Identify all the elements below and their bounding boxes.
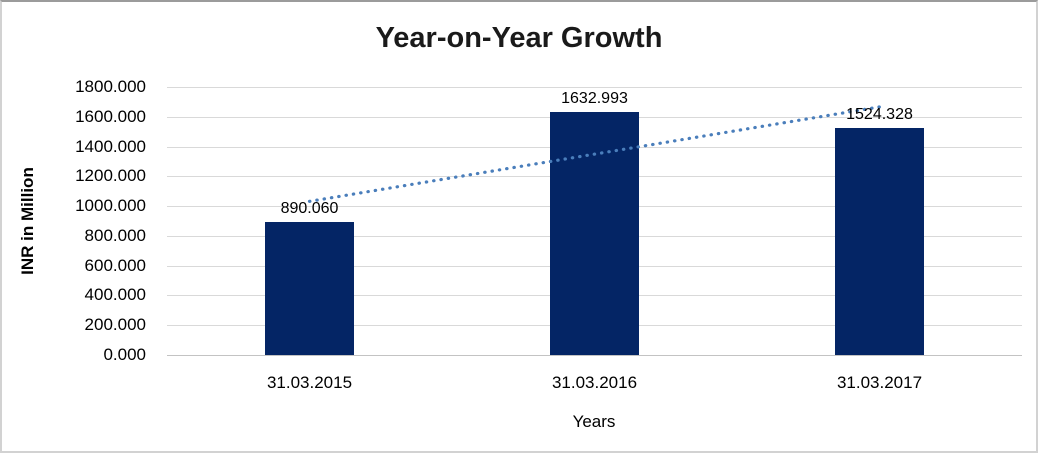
bar-value-label: 890.060: [280, 200, 339, 218]
bar-value-label: 1632.993: [561, 89, 628, 107]
y-axis-tick-label: 1000.000: [75, 196, 146, 216]
plot-area: 890.060 1632.993 1524.328: [167, 87, 1022, 356]
y-axis-tick-label: 1400.000: [75, 136, 146, 156]
y-axis-tick-label: 200.000: [84, 315, 146, 335]
y-axis-tick-label: 0.000: [103, 345, 146, 364]
bar-value-label: 1524.328: [846, 106, 913, 124]
y-axis-tick-label: 1200.000: [75, 166, 146, 186]
x-axis-tick-label: 31.03.2015: [266, 373, 353, 392]
chart-title: Year-on-Year Growth: [375, 22, 663, 54]
x-axis-tick-label: 31.03.2016: [551, 373, 638, 392]
y-axis-tick-label: 600.000: [84, 255, 146, 275]
x-axis-title: Years: [572, 412, 616, 431]
bar: [265, 222, 354, 355]
y-axis-tick-label: 1600.000: [75, 106, 146, 126]
bar: [835, 128, 924, 355]
gridline: [167, 355, 1022, 356]
y-axis-tick-label: 400.000: [84, 285, 146, 305]
y-axis-tick-label: 1800.000: [75, 77, 146, 96]
gridline: [167, 87, 1022, 88]
y-axis-tick-label: 800.000: [84, 225, 146, 245]
x-axis-tick-label: 31.03.2017: [836, 373, 923, 392]
bar: [550, 111, 639, 355]
